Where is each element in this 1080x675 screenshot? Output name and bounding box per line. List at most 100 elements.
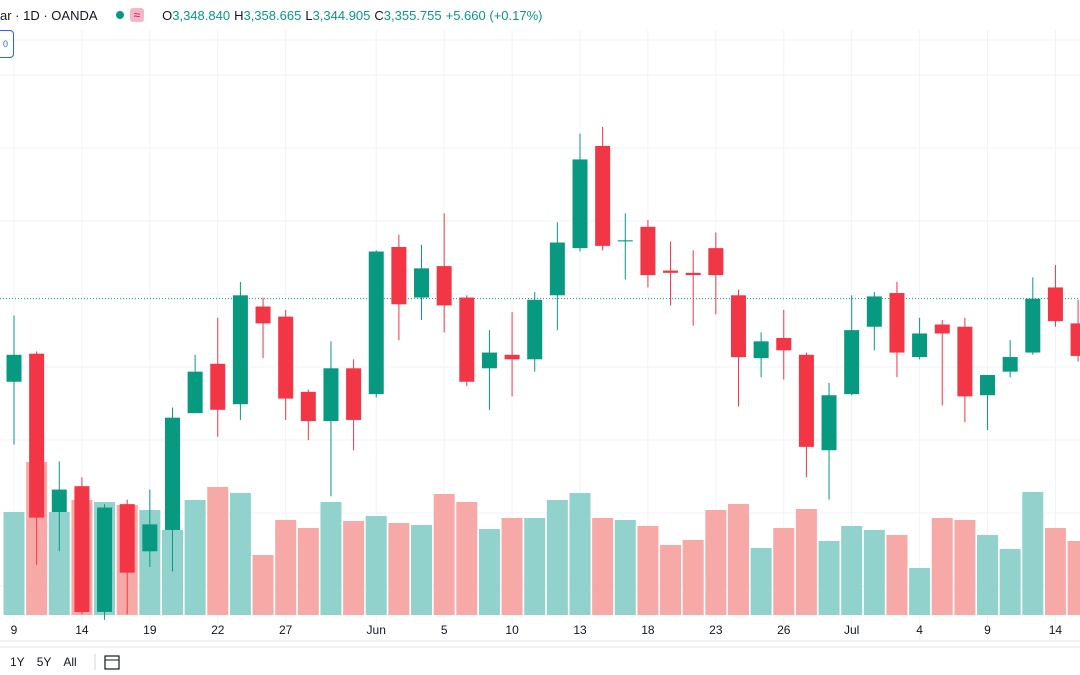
volume-bar <box>977 535 999 615</box>
candle-body <box>527 299 543 360</box>
candle-body <box>866 296 882 327</box>
volume-bar <box>1022 492 1044 615</box>
volume-bar <box>343 521 365 615</box>
status-dot <box>115 11 124 19</box>
ohlc-value: 3,355.755 <box>383 7 442 23</box>
x-tick-label: 10 <box>505 623 519 637</box>
volume-bar <box>569 493 591 615</box>
volume-bar <box>456 502 478 615</box>
volume-bar <box>161 530 183 615</box>
volume-bar <box>207 487 229 615</box>
volume-bar <box>682 540 704 615</box>
range-toolbar: 1Y 5Y All <box>0 648 1080 675</box>
candle-body <box>97 507 113 612</box>
volume-bar <box>818 541 840 615</box>
x-tick-label: 23 <box>709 623 723 637</box>
candle-body <box>142 524 158 552</box>
ohlc-value: 3,344.905 <box>312 7 371 23</box>
candle-body <box>436 266 452 306</box>
candle-body <box>119 504 135 573</box>
range-button[interactable]: 5Y <box>36 654 52 669</box>
candle-body <box>595 145 611 246</box>
status-icon[interactable]: ≈ <box>129 8 145 22</box>
x-tick-label: 14 <box>1049 623 1063 637</box>
x-tick-label: 9 <box>11 623 18 637</box>
candle-body <box>617 240 633 242</box>
volume-bar <box>614 520 636 615</box>
volume-bar <box>411 525 433 615</box>
date-range-icon[interactable] <box>93 652 123 672</box>
candle-body <box>934 324 950 334</box>
x-tick-label: 14 <box>75 623 89 637</box>
candle-body <box>821 395 837 451</box>
volume-bar <box>275 520 297 615</box>
candle-body <box>1047 287 1063 322</box>
candle-body <box>753 341 769 359</box>
candle-body <box>980 375 996 396</box>
x-tick-label: 5 <box>441 623 448 637</box>
candle-body <box>51 489 67 512</box>
candle-body <box>210 363 226 410</box>
volume-bar <box>637 526 659 615</box>
candle-body <box>74 486 90 612</box>
x-tick-label: 13 <box>573 623 587 637</box>
candle-body <box>549 242 565 296</box>
candle-body <box>368 251 384 395</box>
volume-bar <box>727 504 749 615</box>
candle-body <box>187 371 203 414</box>
x-tick-label: Jul <box>844 623 859 637</box>
volume-bar <box>795 509 817 615</box>
ohlc-key: H <box>234 7 244 23</box>
candle-body <box>164 417 180 530</box>
candle-body <box>572 159 588 249</box>
x-tick-label: Jun <box>367 623 386 637</box>
x-tick-label: 27 <box>279 623 293 637</box>
candle-body <box>255 306 271 324</box>
volume-bar <box>524 518 546 615</box>
candle-body <box>6 354 22 382</box>
volume-bar <box>365 516 387 615</box>
range-button[interactable]: 1Y <box>10 654 25 669</box>
ohlc-key: C <box>374 7 384 23</box>
volume-bar <box>909 568 931 615</box>
candle-body <box>776 337 792 351</box>
scale-button[interactable]: 0 <box>0 30 14 58</box>
candle-body <box>844 330 860 395</box>
ohlc-value: 3,358.665 <box>243 7 302 23</box>
candle-body <box>300 391 316 422</box>
candle-body <box>391 247 407 305</box>
candle-body <box>481 352 497 369</box>
candle-body <box>663 270 679 273</box>
volume-bar <box>501 518 523 615</box>
range-button[interactable]: All <box>63 654 77 669</box>
volume-bar <box>388 523 410 615</box>
candle-body <box>912 333 928 358</box>
volume-bar <box>954 520 976 615</box>
calendar <box>104 654 120 670</box>
volume-bar <box>1044 528 1066 615</box>
legend-header: ar · 1D · OANDA ≈ O 3,348.840 H 3,358.665 … <box>0 5 546 25</box>
candle-body <box>29 353 45 518</box>
volume-bar <box>660 545 682 615</box>
candle-body <box>798 354 814 447</box>
candle-body <box>504 354 520 360</box>
volume-bar <box>773 528 795 615</box>
candle-body <box>278 316 294 399</box>
volume-bar <box>886 535 908 615</box>
candle-body <box>708 248 724 276</box>
volume-bar <box>229 493 251 615</box>
candle-body <box>957 326 973 397</box>
ohlc-key: O <box>162 7 173 23</box>
volume-bar <box>297 528 319 615</box>
candle-body <box>1025 298 1041 353</box>
volume-bar <box>3 512 25 615</box>
candle-body <box>414 268 430 298</box>
change: +5.660 (+0.17%) <box>445 7 543 23</box>
volume-bar <box>750 548 772 615</box>
volume-bar <box>705 510 727 615</box>
ohlc-key: L <box>305 7 313 23</box>
candle-body <box>1002 357 1018 372</box>
candle-body <box>459 297 475 382</box>
